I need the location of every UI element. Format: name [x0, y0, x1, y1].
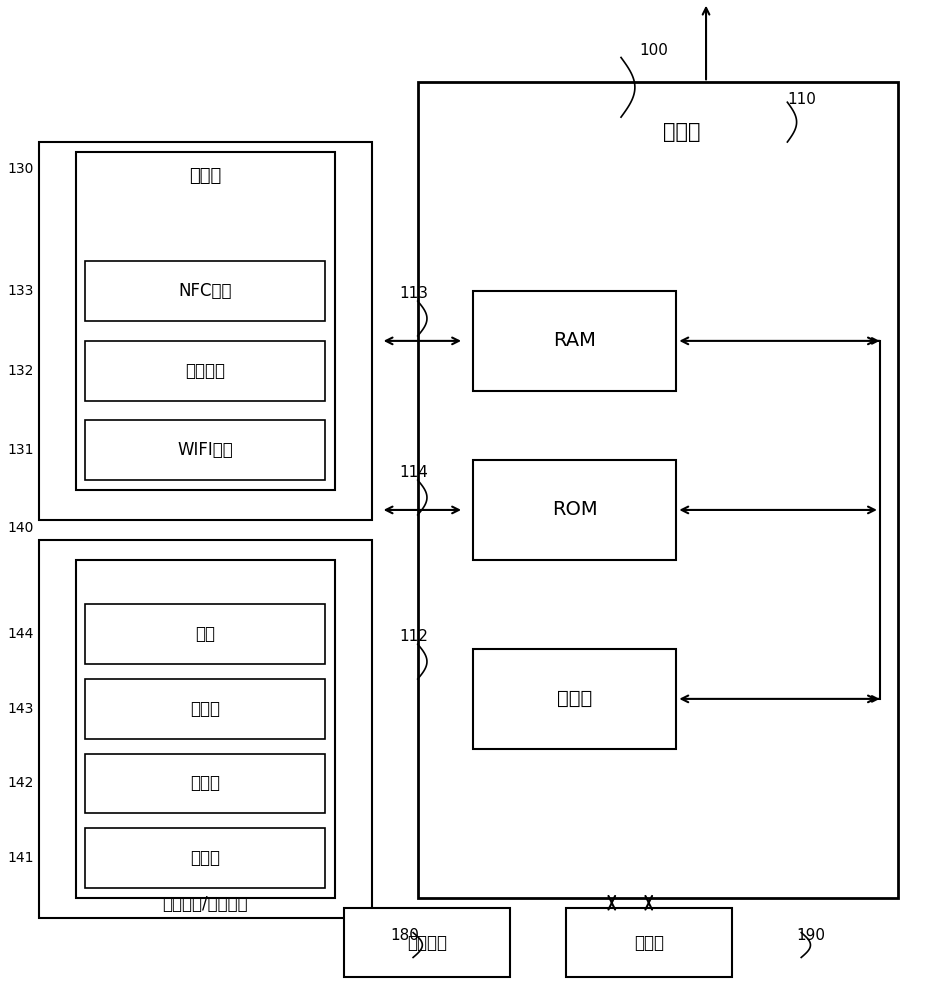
Text: 通信器: 通信器	[189, 167, 221, 185]
Text: WIFI模块: WIFI模块	[177, 441, 233, 459]
Text: 按键: 按键	[195, 625, 215, 643]
FancyBboxPatch shape	[85, 261, 325, 321]
Text: 100: 100	[640, 43, 669, 58]
Text: 132: 132	[8, 364, 34, 378]
Text: RAM: RAM	[553, 331, 597, 350]
Text: 蓝牙模块: 蓝牙模块	[185, 362, 225, 380]
FancyBboxPatch shape	[76, 560, 335, 898]
FancyBboxPatch shape	[85, 420, 325, 480]
Text: 113: 113	[400, 286, 429, 301]
Text: ROM: ROM	[552, 500, 598, 519]
Text: 133: 133	[8, 284, 34, 298]
Text: 触摸板: 触摸板	[190, 774, 220, 792]
FancyBboxPatch shape	[85, 341, 325, 401]
Text: 141: 141	[8, 851, 34, 865]
Text: 114: 114	[400, 465, 428, 480]
Text: 131: 131	[8, 443, 34, 457]
Text: 110: 110	[787, 92, 816, 107]
Text: 麦克风: 麦克风	[190, 849, 220, 867]
Text: 处理器: 处理器	[557, 689, 593, 708]
Text: 130: 130	[8, 162, 34, 176]
FancyBboxPatch shape	[85, 754, 325, 813]
Text: 144: 144	[8, 627, 34, 641]
FancyBboxPatch shape	[473, 649, 676, 749]
Text: NFC模块: NFC模块	[178, 282, 232, 300]
Text: 供电电源: 供电电源	[407, 934, 447, 952]
Text: 传感器: 传感器	[190, 700, 220, 718]
FancyBboxPatch shape	[38, 540, 371, 918]
FancyBboxPatch shape	[38, 142, 371, 520]
Text: 112: 112	[400, 629, 428, 644]
Text: 180: 180	[390, 928, 419, 943]
FancyBboxPatch shape	[85, 604, 325, 664]
FancyBboxPatch shape	[473, 291, 676, 391]
Text: 143: 143	[8, 702, 34, 716]
FancyBboxPatch shape	[417, 82, 899, 898]
FancyBboxPatch shape	[344, 908, 510, 977]
Text: 用户输入/输出接口: 用户输入/输出接口	[162, 895, 248, 913]
Text: 140: 140	[8, 521, 34, 535]
Text: 存储器: 存储器	[634, 934, 664, 952]
FancyBboxPatch shape	[85, 679, 325, 739]
FancyBboxPatch shape	[76, 152, 335, 490]
Text: 142: 142	[8, 776, 34, 790]
Text: 控制器: 控制器	[663, 122, 701, 142]
FancyBboxPatch shape	[473, 460, 676, 560]
FancyBboxPatch shape	[566, 908, 732, 977]
FancyBboxPatch shape	[85, 828, 325, 888]
Text: 190: 190	[796, 928, 825, 943]
